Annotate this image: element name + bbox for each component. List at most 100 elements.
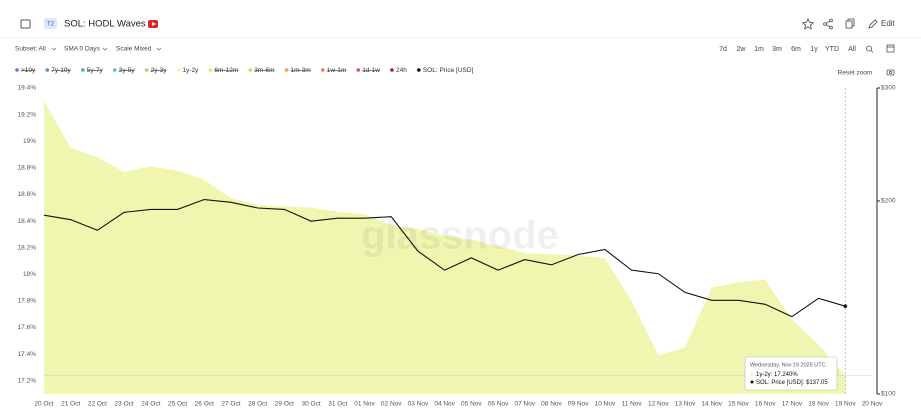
- y2-tick-label: $200: [881, 198, 896, 205]
- page-title: SOL: HODL Waves: [64, 19, 146, 30]
- x-tick-label: 18 Nov: [808, 401, 829, 408]
- legend-dot[interactable]: [390, 68, 394, 72]
- tooltip-date: Wednesday, Nov 19 2025 UTC: [750, 362, 826, 368]
- legend-dot[interactable]: [45, 68, 50, 72]
- range-button[interactable]: 6m: [791, 46, 801, 53]
- sma-dropdown[interactable]: SMA 0 Days: [64, 46, 101, 53]
- legend-dot[interactable]: [176, 68, 181, 72]
- toolbar-icons[interactable]: [866, 44, 895, 53]
- x-tick-label: 01 Nov: [354, 401, 375, 408]
- x-tick-label: 20 Oct: [34, 401, 53, 408]
- range-button[interactable]: 1y: [810, 46, 818, 53]
- x-tick-label: 17 Nov: [782, 401, 803, 408]
- y-tick-label: 18.2%: [18, 244, 37, 251]
- legend-dot[interactable]: [248, 68, 253, 72]
- legend-dot[interactable]: [320, 68, 325, 72]
- tooltip-line: 1y-2y: 17.240%: [756, 372, 798, 378]
- x-tick-label: 20 Nov: [862, 401, 883, 408]
- y-tick-label: 17.2%: [18, 377, 37, 384]
- y-tick-label: 18.4%: [18, 218, 37, 225]
- legend-dot[interactable]: [112, 68, 117, 72]
- star-icon[interactable]: [801, 18, 815, 30]
- x-tick-label: 30 Oct: [302, 401, 321, 408]
- x-tick-label: 16 Nov: [755, 401, 776, 408]
- tooltip-dot: [750, 380, 754, 384]
- edit-icon[interactable]: [868, 19, 878, 29]
- x-tick-label: 24 Oct: [141, 401, 160, 408]
- x-tick-label: 22 Oct: [88, 401, 107, 408]
- y-tick-label: 18%: [23, 271, 36, 278]
- legend-dot[interactable]: [284, 68, 289, 72]
- tier-badge-text: T2: [47, 21, 55, 28]
- caret: [102, 47, 108, 51]
- copy-icon[interactable]: [845, 18, 855, 29]
- y-tick-label: 17.8%: [18, 298, 37, 305]
- tooltip-box: [744, 356, 838, 391]
- price-point: [843, 304, 848, 309]
- legend-dot[interactable]: [417, 68, 421, 72]
- y-tick-label: 17.6%: [18, 324, 37, 331]
- legend-dot[interactable]: [208, 68, 213, 72]
- youtube-play: [152, 22, 156, 26]
- y-tick-label: 18.8%: [18, 165, 37, 172]
- x-tick-label: 09 Nov: [568, 401, 589, 408]
- legend: >10y 7y-10y 5y-7y 3y-5y 2y-3y 1y-2y 6m-12m 3m-6…: [15, 67, 474, 74]
- share-icon[interactable]: [823, 18, 833, 30]
- x-tick-label: 06 Nov: [488, 401, 509, 408]
- y-tick-label: 19.2%: [18, 111, 37, 118]
- camera-icon[interactable]: [886, 69, 895, 76]
- scale-dropdown[interactable]: Scale Mixed: [116, 46, 152, 53]
- reset-zoom-button[interactable]: Reset zoom: [838, 70, 873, 77]
- y2-tick-label: $100: [881, 391, 896, 398]
- x-tick-label: 13 Nov: [675, 401, 696, 408]
- x-tick-label: 07 Nov: [514, 401, 535, 408]
- range-button[interactable]: 7d: [719, 46, 727, 53]
- legend-dot[interactable]: [80, 68, 85, 72]
- y-tick-label: 18.6%: [18, 191, 37, 198]
- area-series: [44, 101, 846, 394]
- subset-dropdown[interactable]: Subset: All: [15, 46, 46, 53]
- x-tick-label: 31 Oct: [328, 401, 347, 408]
- range-button[interactable]: 3m: [772, 46, 782, 53]
- range-buttons: 7d 2w 1m 3m 6m 1y YTD All: [719, 46, 856, 53]
- x-tick-label: 29 Oct: [275, 401, 294, 408]
- x-tick-label: 05 Nov: [461, 401, 482, 408]
- legend-label[interactable]: 24h: [396, 67, 407, 74]
- x-tick-label: 15 Nov: [728, 401, 749, 408]
- legend-dot[interactable]: [356, 68, 361, 72]
- x-tick-label: 12 Nov: [648, 401, 669, 408]
- range-button[interactable]: All: [848, 46, 856, 53]
- legend-dot[interactable]: [144, 68, 149, 72]
- x-tick-label: 04 Nov: [434, 401, 455, 408]
- caret: [51, 47, 57, 51]
- x-tick-label: 11 Nov: [622, 401, 643, 408]
- x-tick-label: 25 Oct: [168, 401, 187, 408]
- x-tick-label: 21 Oct: [61, 401, 80, 408]
- legend-label[interactable]: SOL: Price [USD]: [423, 67, 474, 74]
- tooltip-line: SOL: Price [USD]: $137.05: [756, 380, 828, 386]
- price-line: [43, 198, 846, 318]
- range-button[interactable]: 2w: [737, 46, 747, 53]
- watermark: glassnode: [361, 214, 559, 258]
- x-tick-label: 08 Nov: [541, 401, 562, 408]
- caret: [156, 47, 162, 51]
- plot-area: 19.4% 19.2% 19% 18.8% 18.6% 18.4% 18.2% 18% 17.8…: [18, 85, 896, 408]
- x-tick-label: 26 Oct: [195, 401, 214, 408]
- x-tick-label: 03 Nov: [408, 401, 429, 408]
- legend-dot[interactable]: [15, 68, 19, 72]
- x-tick-label: 14 Nov: [701, 401, 722, 408]
- sidebar-icon[interactable]: [20, 19, 31, 29]
- range-button[interactable]: 1m: [754, 46, 764, 53]
- y-tick-label: 19%: [23, 138, 36, 145]
- y-tick-label: 19.4%: [18, 85, 37, 92]
- y-tick-label: 17.4%: [18, 351, 37, 358]
- tooltip-dot: [750, 372, 754, 376]
- tooltip: Wednesday, Nov 19 2025 UTC 1y-2y: 17.240%…: [744, 356, 838, 391]
- y2-tick-label: $300: [881, 85, 896, 92]
- edit-button[interactable]: Edit: [881, 19, 896, 28]
- x-tick-label: 02 Nov: [381, 401, 402, 408]
- x-tick-label: 10 Nov: [595, 401, 616, 408]
- legend-label[interactable]: 1y-2y: [183, 67, 200, 74]
- range-button[interactable]: YTD: [825, 46, 839, 53]
